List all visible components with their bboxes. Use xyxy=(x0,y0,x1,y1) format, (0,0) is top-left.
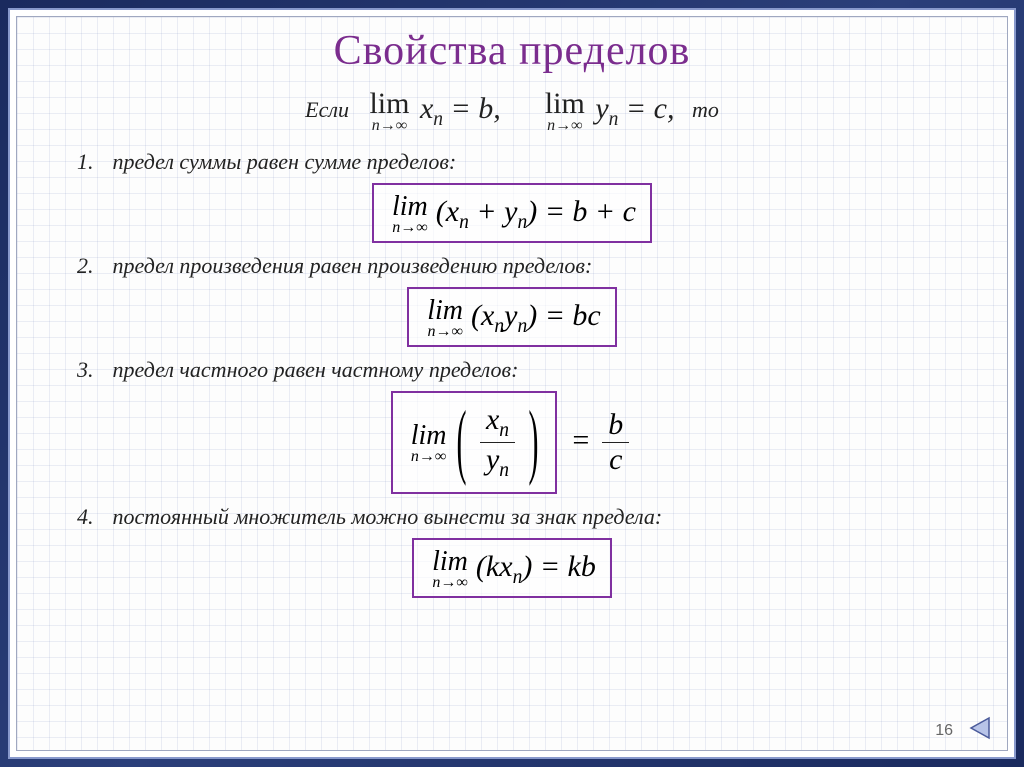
yn-sub: n xyxy=(517,316,527,337)
page-number: 16 xyxy=(935,722,953,740)
den-y: y xyxy=(486,443,499,476)
rule-text: предел произведения равен произведению п… xyxy=(113,253,593,278)
eq-b: = b, xyxy=(451,92,501,125)
rule-text: предел суммы равен сумме пределов: xyxy=(113,149,457,174)
rparen: ) xyxy=(529,395,539,490)
formula-row-1: lim n→∞ (xn + yn) = b + c xyxy=(57,183,967,243)
yn-sub: n xyxy=(517,212,527,233)
rule-num: 3. xyxy=(77,357,107,383)
triangle-left-icon xyxy=(965,714,993,742)
rhs: = b + c xyxy=(545,195,636,228)
lim-subscript: n→∞ xyxy=(392,219,428,237)
lim-subscript: n→∞ xyxy=(427,323,463,341)
formula-row-2: lim n→∞ (xnyn) = bc xyxy=(57,287,967,347)
lim-label: lim xyxy=(411,420,447,452)
slide-content: Свойства пределов Если lim n→∞ xn = b, l… xyxy=(16,16,1008,751)
lim-block: lim n→∞ xyxy=(392,191,428,237)
lim-label: lim xyxy=(545,87,585,121)
rule-text: постоянный множитель можно вынести за зн… xyxy=(113,504,663,529)
fraction-xy: xn yn xyxy=(480,403,515,482)
page-title: Свойства пределов xyxy=(57,27,967,75)
lim-subscript: n→∞ xyxy=(545,117,585,135)
lim-block: lim n→∞ xyxy=(411,420,447,466)
k: k xyxy=(486,550,499,583)
yn: y xyxy=(504,299,517,332)
outer-frame: Свойства пределов Если lim n→∞ xn = b, l… xyxy=(8,8,1016,759)
yn: y xyxy=(504,195,517,228)
den-y-sub: n xyxy=(499,460,509,481)
rule-num: 1. xyxy=(77,149,107,175)
xn-sub: n xyxy=(494,316,504,337)
var-y: y xyxy=(595,92,608,125)
rule-1: 1. предел суммы равен сумме пределов: xyxy=(77,149,967,175)
eq-c: = c, xyxy=(626,92,675,125)
lim-block: lim n→∞ xyxy=(427,295,463,341)
num-b: b xyxy=(602,408,629,442)
xn: x xyxy=(446,195,459,228)
formula-box-2: lim n→∞ (xnyn) = bc xyxy=(407,287,617,347)
den-c: c xyxy=(602,442,629,477)
premise-line: Если lim n→∞ xn = b, lim n→∞ yn = c, то xyxy=(57,87,967,135)
formula-box-4: lim n→∞ (kxn) = kb xyxy=(412,538,612,598)
var-x-sub: n xyxy=(433,109,443,130)
plus: + xyxy=(469,195,504,228)
var-x: x xyxy=(420,92,433,125)
rule-num: 4. xyxy=(77,504,107,530)
lim-label: lim xyxy=(369,87,409,121)
limit-1: lim n→∞ xyxy=(369,87,409,135)
formula-1-expr: (xn + yn) = b + c xyxy=(436,195,636,228)
xn-sub: n xyxy=(459,212,469,233)
formula-3-expr: ( xn yn ) xyxy=(454,423,540,456)
limit-2: lim n→∞ xyxy=(545,87,585,135)
formula-3-rhs: = b c xyxy=(571,408,634,477)
prev-slide-button[interactable] xyxy=(965,714,993,742)
rhs: = bc xyxy=(545,299,601,332)
fraction-bc: b c xyxy=(602,408,629,477)
rule-num: 2. xyxy=(77,253,107,279)
seq-y: yn = c, xyxy=(595,92,682,125)
lim-block: lim n→∞ xyxy=(432,546,468,592)
seq-x: xn = b, xyxy=(420,92,508,125)
rule-3: 3. предел частного равен частному предел… xyxy=(77,357,967,383)
num-x: x xyxy=(486,403,499,436)
then-word: то xyxy=(682,97,729,122)
xn: x xyxy=(481,299,494,332)
formula-2-expr: (xnyn) = bc xyxy=(471,299,601,332)
rule-2: 2. предел произведения равен произведени… xyxy=(77,253,967,279)
lim-subscript: n→∞ xyxy=(411,448,447,466)
rule-text: предел частного равен частному пределов: xyxy=(113,357,519,382)
formula-box-1: lim n→∞ (xn + yn) = b + c xyxy=(372,183,652,243)
num-x-sub: n xyxy=(499,420,509,441)
lim-subscript: n→∞ xyxy=(369,117,409,135)
lim-subscript: n→∞ xyxy=(432,574,468,592)
formula-row-3: lim n→∞ ( xn yn ) = b c xyxy=(57,391,967,494)
xn: x xyxy=(499,550,512,583)
formula-4-expr: (kxn) = kb xyxy=(476,550,596,583)
rhs: = kb xyxy=(540,550,596,583)
formula-row-4: lim n→∞ (kxn) = kb xyxy=(57,538,967,598)
if-word: Если xyxy=(295,97,359,122)
xn-sub: n xyxy=(513,567,523,588)
lparen: ( xyxy=(456,395,466,490)
var-y-sub: n xyxy=(609,109,619,130)
rule-4: 4. постоянный множитель можно вынести за… xyxy=(77,504,967,530)
formula-box-3: lim n→∞ ( xn yn ) xyxy=(391,391,557,494)
